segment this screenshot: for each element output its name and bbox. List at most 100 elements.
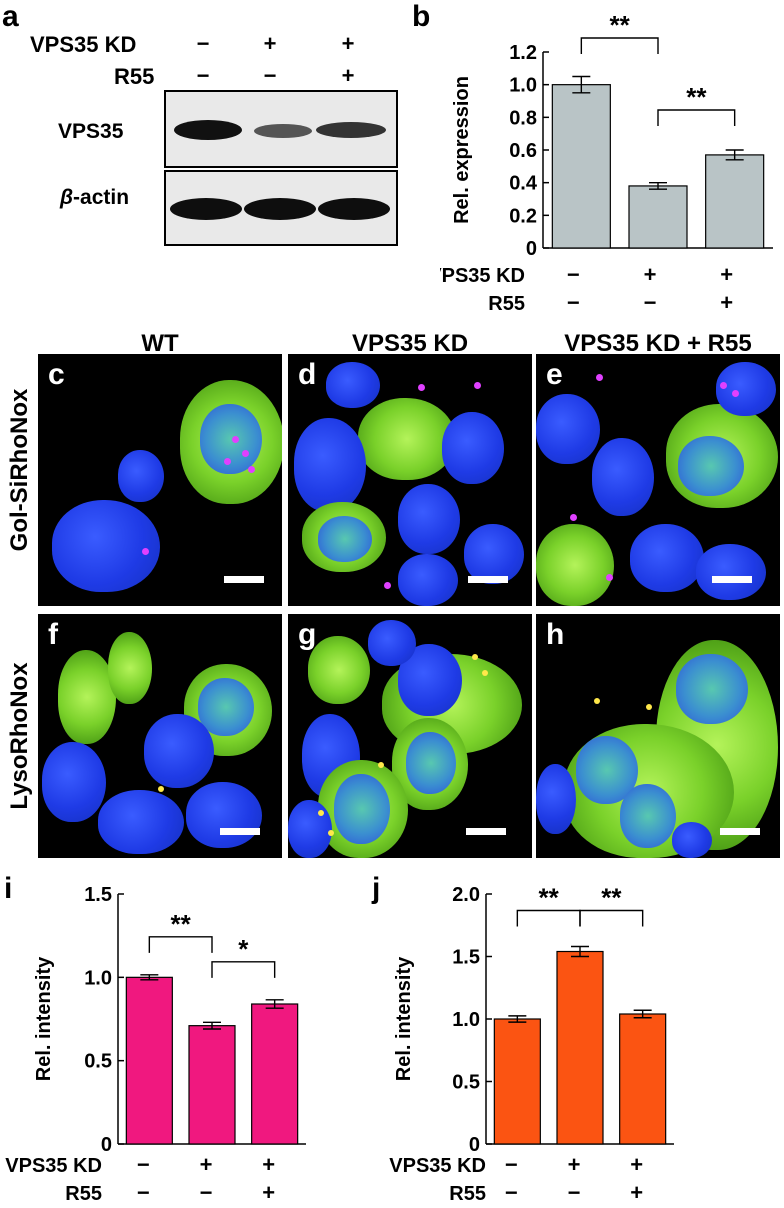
condition-sign: − bbox=[137, 1152, 150, 1177]
nucleus bbox=[144, 714, 214, 788]
condition-label-r55: R55 bbox=[65, 1183, 102, 1205]
y-tick-label: 0.8 bbox=[509, 107, 537, 129]
bar bbox=[556, 950, 604, 1145]
puncta bbox=[472, 654, 478, 660]
micro-col-title-1: WT bbox=[141, 330, 179, 357]
bar bbox=[619, 1013, 667, 1145]
significance-label: ** bbox=[601, 883, 622, 913]
condition-sign: + bbox=[262, 1152, 275, 1177]
cell bbox=[58, 650, 116, 744]
y-tick-label: 0.5 bbox=[452, 1072, 480, 1094]
condition-sign: − bbox=[137, 1180, 150, 1205]
bar bbox=[705, 154, 765, 249]
scale-bar bbox=[224, 576, 264, 583]
blot-kd-sign-3: + bbox=[341, 31, 355, 56]
nucleus bbox=[294, 418, 366, 512]
nucleus bbox=[42, 742, 106, 822]
micro-col-title-2: VPS35 KD bbox=[351, 330, 469, 357]
bar bbox=[188, 1025, 236, 1145]
condition-sign: − bbox=[505, 1180, 518, 1205]
panel-letter-j: j bbox=[372, 872, 381, 905]
puncta bbox=[418, 384, 425, 391]
chart-b: 0 0.2 0.4 0.6 0.8 1.0 1.2 Rel. expression ** ** VP… bbox=[440, 10, 773, 315]
nucleus bbox=[398, 484, 460, 554]
blot-r55-label: R55 bbox=[114, 64, 155, 89]
condition-sign: − bbox=[567, 262, 580, 287]
beta-symbol: β bbox=[60, 186, 74, 209]
image-d: d bbox=[288, 354, 532, 606]
significance-label: ** bbox=[686, 82, 707, 112]
puncta bbox=[474, 382, 481, 389]
y-tick-label: 0.4 bbox=[509, 173, 538, 195]
y-axis-label: Rel. expression bbox=[451, 76, 473, 224]
blot-actin-label: β-actin bbox=[60, 186, 129, 210]
nucleus bbox=[464, 524, 524, 584]
blot-kd-sign-1: − bbox=[196, 31, 210, 56]
actin-suffix: -actin bbox=[73, 186, 130, 209]
condition-sign: − bbox=[644, 290, 657, 315]
significance-bracket bbox=[657, 109, 736, 126]
condition-label-kd: VPS35 KD bbox=[440, 265, 525, 287]
blot-kd-sign-2: + bbox=[263, 31, 277, 56]
nucleus bbox=[288, 800, 332, 858]
y-tick-label: 0 bbox=[526, 238, 537, 260]
y-tick-label: 1.0 bbox=[84, 967, 112, 989]
condition-label-r55: R55 bbox=[488, 293, 525, 315]
puncta bbox=[378, 762, 384, 768]
scale-bar bbox=[720, 828, 760, 835]
cell bbox=[536, 524, 614, 606]
panel-letter-h: h bbox=[546, 618, 565, 651]
puncta bbox=[596, 374, 603, 381]
y-axis-label: Rel. intensity bbox=[33, 956, 55, 1081]
nucleus bbox=[536, 394, 600, 464]
micro-row-label-2: LysoRhoNox bbox=[6, 662, 33, 810]
nucleus bbox=[406, 732, 456, 794]
y-tick-label: 0.5 bbox=[84, 1051, 112, 1073]
significance-label: ** bbox=[171, 909, 192, 939]
condition-sign: + bbox=[644, 262, 657, 287]
y-axis-label: Rel. intensity bbox=[393, 956, 415, 1081]
nucleus bbox=[98, 790, 184, 854]
nucleus bbox=[672, 822, 712, 858]
blot-vps35 bbox=[164, 90, 398, 168]
y-tick-label: 0 bbox=[469, 1134, 480, 1156]
image-c: c bbox=[38, 354, 282, 606]
nucleus bbox=[118, 450, 164, 502]
cell bbox=[308, 636, 370, 704]
significance-label: * bbox=[238, 934, 249, 964]
condition-sign: − bbox=[567, 290, 580, 315]
condition-sign: + bbox=[568, 1152, 581, 1177]
puncta bbox=[720, 382, 727, 389]
panel-letter-b: b bbox=[412, 0, 431, 33]
condition-sign: + bbox=[262, 1180, 275, 1205]
significance-bracket bbox=[580, 37, 659, 54]
actin-band-2 bbox=[244, 198, 316, 220]
actin-band-1 bbox=[170, 198, 242, 220]
y-tick-label: 2.0 bbox=[452, 884, 480, 906]
significance-bracket bbox=[148, 936, 213, 953]
puncta bbox=[242, 450, 249, 457]
blot-actin bbox=[164, 170, 398, 246]
nucleus bbox=[678, 436, 744, 496]
y-tick-label: 0.6 bbox=[509, 140, 537, 162]
puncta bbox=[732, 390, 739, 397]
y-tick-label: 1.0 bbox=[452, 1009, 480, 1031]
bar bbox=[251, 1003, 299, 1145]
condition-label-kd: VPS35 KD bbox=[5, 1155, 102, 1177]
nucleus bbox=[676, 654, 748, 724]
condition-sign: − bbox=[505, 1152, 518, 1177]
condition-sign: − bbox=[200, 1180, 213, 1205]
condition-sign: + bbox=[720, 262, 733, 287]
y-tick-label: 1.5 bbox=[452, 947, 480, 969]
image-g: g bbox=[288, 614, 532, 858]
panel-letter-f: f bbox=[48, 618, 58, 651]
nucleus bbox=[536, 764, 576, 834]
puncta bbox=[646, 704, 652, 710]
puncta bbox=[318, 810, 324, 816]
scale-bar bbox=[712, 576, 752, 583]
nucleus bbox=[592, 438, 654, 516]
condition-label-kd: VPS35 KD bbox=[389, 1155, 486, 1177]
scale-bar bbox=[468, 576, 508, 583]
puncta bbox=[142, 548, 149, 555]
y-tick-label: 0.2 bbox=[509, 205, 537, 227]
